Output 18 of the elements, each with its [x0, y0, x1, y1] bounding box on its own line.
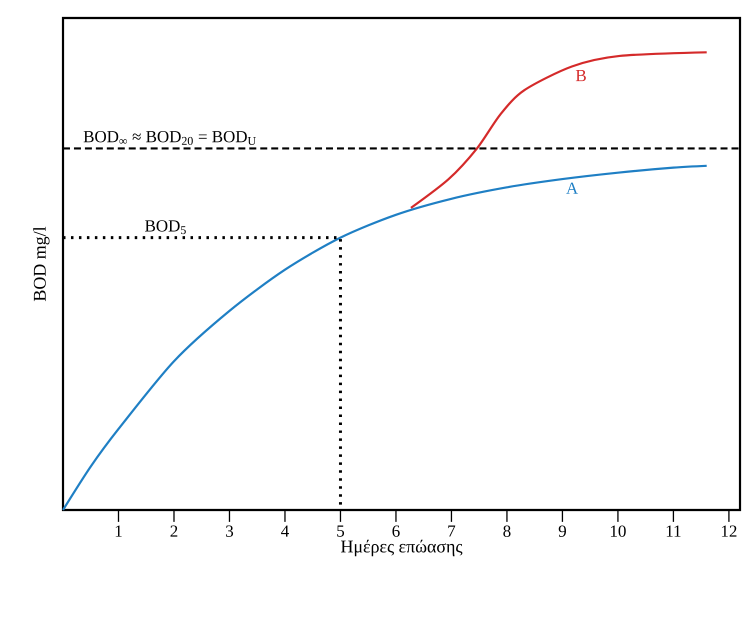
x-tick-label: 6: [392, 525, 400, 537]
x-axis-title: Ημέρες επώασης: [340, 540, 462, 556]
series-label: BOD$_{5}$: [145, 220, 186, 234]
series-label: A: [566, 182, 578, 194]
y-axis-title: BOD mg/l: [33, 226, 50, 302]
x-tick-label: 5: [337, 525, 344, 537]
x-tick-label: 7: [448, 525, 456, 537]
x-tick-label: 8: [503, 525, 511, 537]
x-tick-label: 1: [116, 525, 122, 537]
x-tick-label: 11: [666, 525, 681, 537]
x-tick-label: 9: [558, 525, 566, 537]
x-tick-label: 4: [281, 525, 289, 537]
x-tick-label: 12: [722, 525, 736, 537]
x-tick-label: 10: [610, 525, 626, 537]
x-tick-label: 2: [170, 525, 178, 537]
x-tick-label: 3: [226, 525, 234, 537]
ref-line-label: BOD$_{∞}$ ≈ BOD$_{20}$ = BOD$_{U}$: [84, 130, 256, 145]
series-label: B: [576, 70, 586, 82]
